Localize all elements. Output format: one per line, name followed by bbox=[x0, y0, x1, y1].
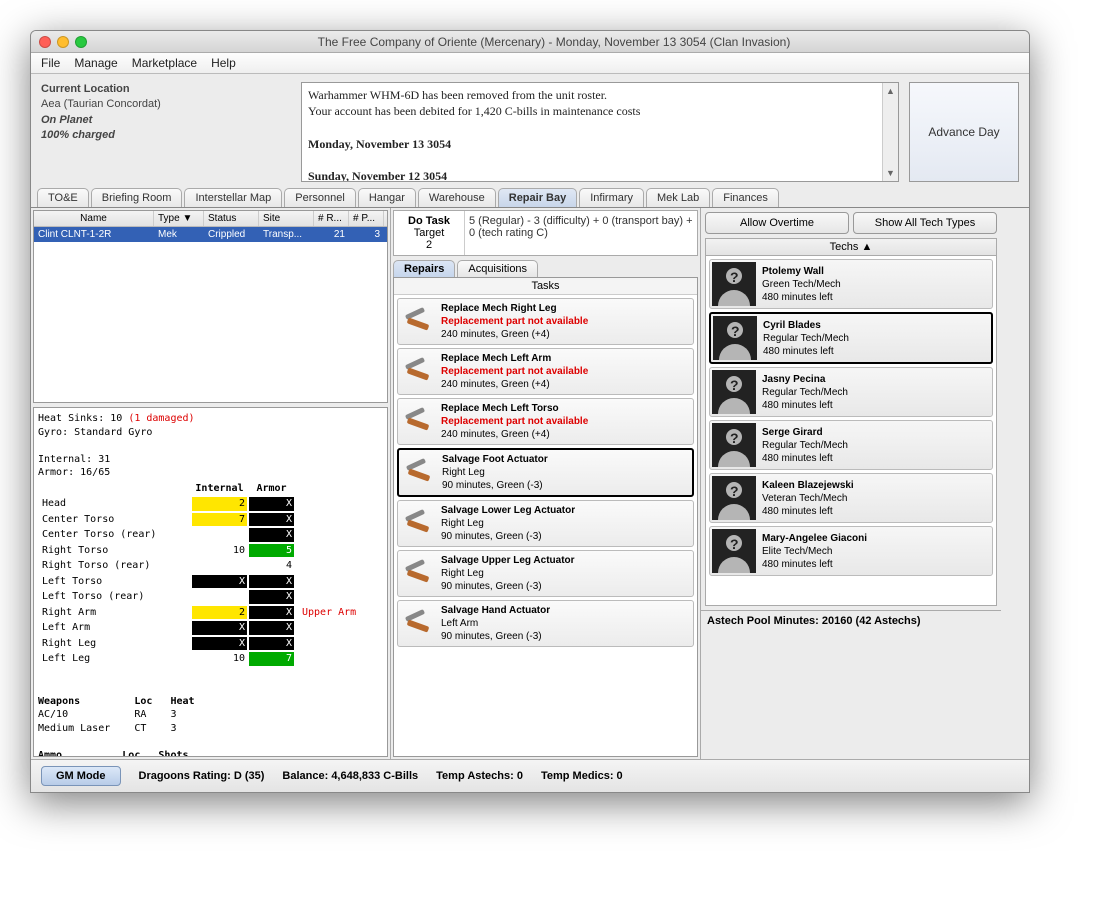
menu-help[interactable]: Help bbox=[211, 56, 236, 70]
scrollbar[interactable] bbox=[882, 83, 898, 181]
tech-item[interactable]: Mary-Angelee GiaconiElite Tech/Mech480 m… bbox=[709, 526, 993, 576]
task-item[interactable]: Salvage Foot ActuatorRight Leg90 minutes… bbox=[397, 448, 694, 497]
wrench-icon bbox=[401, 305, 435, 339]
tab-briefing[interactable]: Briefing Room bbox=[91, 188, 183, 207]
tech-item[interactable]: Cyril BladesRegular Tech/Mech480 minutes… bbox=[709, 312, 993, 364]
col-p[interactable]: # P... bbox=[349, 211, 384, 226]
log-line: Sunday, November 12 3054 bbox=[308, 169, 447, 182]
avatar-icon bbox=[712, 476, 756, 520]
close-icon[interactable] bbox=[39, 36, 51, 48]
avatar-icon bbox=[713, 316, 757, 360]
techs-header[interactable]: Techs ▲ bbox=[705, 238, 997, 256]
location-block: Current Location Aea (Taurian Concordat)… bbox=[41, 82, 291, 182]
window-title: The Free Company of Oriente (Mercenary) … bbox=[87, 35, 1021, 49]
avatar-icon bbox=[712, 529, 756, 573]
wrench-icon bbox=[401, 607, 435, 641]
location-charge: 100% charged bbox=[41, 129, 115, 141]
tech-item[interactable]: Jasny PecinaRegular Tech/Mech480 minutes… bbox=[709, 367, 993, 417]
dragoons-rating: Dragoons Rating: D (35) bbox=[139, 770, 265, 782]
tech-item[interactable]: Ptolemy WallGreen Tech/Mech480 minutes l… bbox=[709, 259, 993, 309]
unit-row[interactable]: Clint CLNT-1-2R Mek Crippled Transp... 2… bbox=[34, 227, 387, 242]
menu-manage[interactable]: Manage bbox=[74, 56, 117, 70]
do-task-panel: Do Task Target 2 bbox=[394, 211, 464, 255]
zoom-icon[interactable] bbox=[75, 36, 87, 48]
main-tabs: TO&E Briefing Room Interstellar Map Pers… bbox=[31, 188, 1029, 207]
tech-item[interactable]: Serge GirardRegular Tech/Mech480 minutes… bbox=[709, 420, 993, 470]
avatar-icon bbox=[712, 262, 756, 306]
do-task-button[interactable]: Do Task bbox=[398, 215, 460, 227]
tab-finances[interactable]: Finances bbox=[712, 188, 779, 207]
task-item[interactable]: Replace Mech Left TorsoReplacement part … bbox=[397, 398, 694, 445]
task-item[interactable]: Salvage Lower Leg ActuatorRight Leg90 mi… bbox=[397, 500, 694, 547]
show-all-tech-button[interactable]: Show All Tech Types bbox=[853, 212, 997, 234]
tab-meklab[interactable]: Mek Lab bbox=[646, 188, 710, 207]
task-item[interactable]: Salvage Hand ActuatorLeft Arm90 minutes,… bbox=[397, 600, 694, 647]
tasks-header: Tasks bbox=[394, 278, 697, 295]
unit-table: Name Type ▼ Status Site # R... # P... Cl… bbox=[33, 210, 388, 403]
location-place: Aea (Taurian Concordat) bbox=[41, 98, 161, 110]
menu-marketplace[interactable]: Marketplace bbox=[132, 56, 197, 70]
wrench-icon bbox=[401, 557, 435, 591]
tab-hangar[interactable]: Hangar bbox=[358, 188, 416, 207]
balance: Balance: 4,648,833 C-Bills bbox=[282, 770, 418, 782]
log-line: Your account has been debited for 1,420 … bbox=[308, 103, 880, 119]
wrench-icon bbox=[401, 355, 435, 389]
wrench-icon bbox=[401, 507, 435, 541]
log-line: Warhammer WHM-6D has been removed from t… bbox=[308, 87, 880, 103]
tech-list: Ptolemy WallGreen Tech/Mech480 minutes l… bbox=[705, 256, 997, 606]
col-type[interactable]: Type ▼ bbox=[154, 211, 204, 226]
astech-pool: Astech Pool Minutes: 20160 (42 Astechs) bbox=[701, 610, 1001, 631]
wrench-icon bbox=[401, 405, 435, 439]
tab-personnel[interactable]: Personnel bbox=[284, 188, 356, 207]
menu-file[interactable]: File bbox=[41, 56, 60, 70]
minimize-icon[interactable] bbox=[57, 36, 69, 48]
tab-interstellar[interactable]: Interstellar Map bbox=[184, 188, 282, 207]
col-name[interactable]: Name bbox=[34, 211, 154, 226]
app-window: The Free Company of Oriente (Mercenary) … bbox=[30, 30, 1030, 793]
menubar: File Manage Marketplace Help bbox=[31, 53, 1029, 74]
col-r[interactable]: # R... bbox=[314, 211, 349, 226]
advance-day-button[interactable]: Advance Day bbox=[909, 82, 1019, 182]
tasks-panel: Tasks Replace Mech Right LegReplacement … bbox=[393, 277, 698, 757]
task-item[interactable]: Salvage Upper Leg ActuatorRight Leg90 mi… bbox=[397, 550, 694, 597]
tab-infirmary[interactable]: Infirmary bbox=[579, 188, 644, 207]
subtab-acquisitions[interactable]: Acquisitions bbox=[457, 260, 538, 277]
titlebar: The Free Company of Oriente (Mercenary) … bbox=[31, 31, 1029, 53]
tech-item[interactable]: Kaleen BlazejewskiVeteran Tech/Mech480 m… bbox=[709, 473, 993, 523]
statusbar: GM Mode Dragoons Rating: D (35) Balance:… bbox=[31, 759, 1029, 792]
tab-toe[interactable]: TO&E bbox=[37, 188, 89, 207]
col-site[interactable]: Site bbox=[259, 211, 314, 226]
gm-mode-button[interactable]: GM Mode bbox=[41, 766, 121, 786]
task-calculation: 5 (Regular) - 3 (difficulty) + 0 (transp… bbox=[464, 211, 697, 255]
temp-astechs: Temp Astechs: 0 bbox=[436, 770, 523, 782]
task-item[interactable]: Replace Mech Left ArmReplacement part no… bbox=[397, 348, 694, 395]
log-line: Monday, November 13 3054 bbox=[308, 137, 451, 151]
allow-overtime-button[interactable]: Allow Overtime bbox=[705, 212, 849, 234]
location-head: Current Location bbox=[41, 83, 130, 95]
tab-warehouse[interactable]: Warehouse bbox=[418, 188, 496, 207]
avatar-icon bbox=[712, 370, 756, 414]
avatar-icon bbox=[712, 423, 756, 467]
tab-repair-bay[interactable]: Repair Bay bbox=[498, 188, 577, 207]
unit-detail: Heat Sinks: 10 (1 damaged) Gyro: Standar… bbox=[33, 407, 388, 757]
location-status: On Planet bbox=[41, 114, 92, 126]
subtab-repairs[interactable]: Repairs bbox=[393, 260, 455, 277]
temp-medics: Temp Medics: 0 bbox=[541, 770, 623, 782]
event-log: Warhammer WHM-6D has been removed from t… bbox=[301, 82, 899, 182]
col-status[interactable]: Status bbox=[204, 211, 259, 226]
task-item[interactable]: Replace Mech Right LegReplacement part n… bbox=[397, 298, 694, 345]
wrench-icon bbox=[402, 456, 436, 490]
